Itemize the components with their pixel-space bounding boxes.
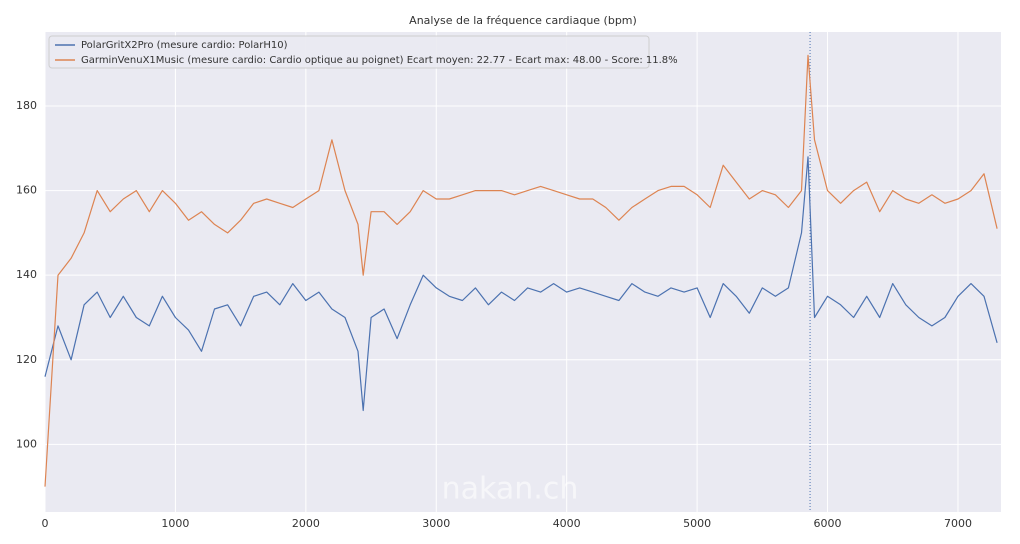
y-tick-label: 100 [16, 437, 37, 450]
y-tick-label: 120 [16, 353, 37, 366]
x-tick-label: 0 [42, 517, 49, 530]
legend-label: GarminVenuX1Music (mesure cardio: Cardio… [81, 55, 678, 66]
legend-box [48, 35, 650, 69]
y-tick-label: 180 [16, 99, 37, 112]
watermark: nakan.ch [442, 472, 579, 507]
x-tick-label: 1000 [161, 517, 189, 530]
y-tick-label: 140 [16, 268, 37, 281]
legend-label: PolarGritX2Pro (mesure cardio: PolarH10) [81, 40, 288, 51]
x-tick-label: 7000 [944, 517, 972, 530]
series-line [44, 156, 998, 412]
x-tick-label: 4000 [553, 517, 581, 530]
x-tick-label: 6000 [814, 517, 842, 530]
y-tick-label: 160 [16, 184, 37, 197]
plot-area [45, 32, 1001, 512]
x-tick-label: 2000 [292, 517, 320, 530]
chart-title: Analyse de la fréquence cardiaque (bpm) [409, 14, 637, 27]
x-tick-label: 3000 [422, 517, 450, 530]
x-tick-label: 5000 [683, 517, 711, 530]
series-line [44, 54, 998, 487]
